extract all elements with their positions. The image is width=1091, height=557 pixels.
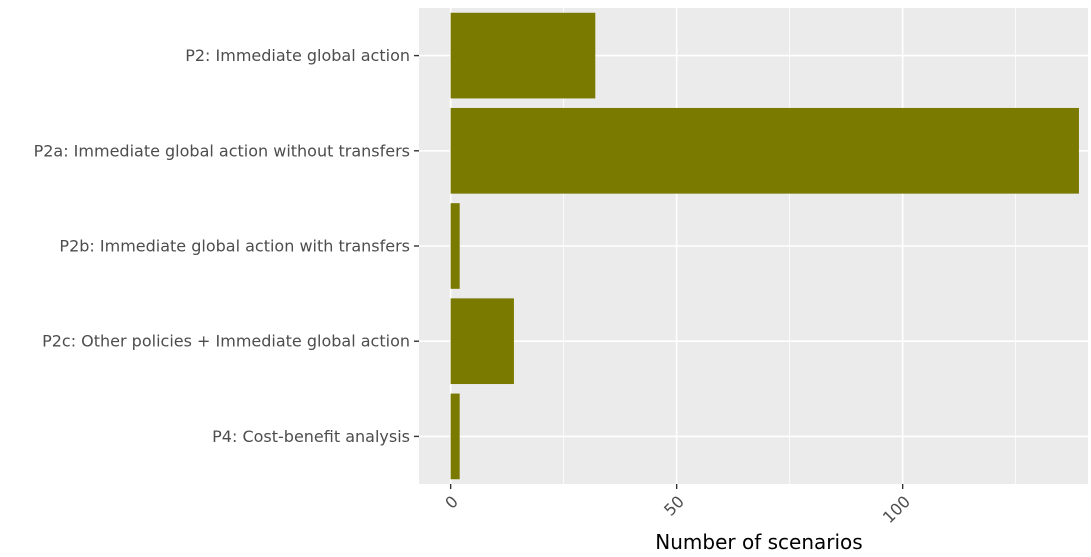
- bar: [450, 203, 460, 289]
- bar: [450, 12, 596, 99]
- bar: [450, 107, 1079, 194]
- y-tick-label: P2: Immediate global action: [185, 46, 410, 65]
- y-tick-label: P2b: Immediate global action with transf…: [59, 237, 410, 256]
- x-tick-label: 0: [441, 492, 462, 513]
- x-axis-title: Number of scenarios: [655, 530, 862, 554]
- x-axis: 0 50 100: [441, 484, 914, 527]
- x-tick-label: 100: [879, 492, 914, 527]
- bars: [450, 12, 1079, 480]
- y-tick-label: P2c: Other policies + Immediate global a…: [42, 332, 410, 351]
- y-tick-label: P4: Cost-benefit analysis: [212, 427, 410, 446]
- x-tick-label: 50: [660, 492, 688, 520]
- y-axis: P2: Immediate global action P2a: Immediat…: [34, 46, 419, 446]
- bar: [450, 298, 514, 385]
- y-tick-label: P2a: Immediate global action without tra…: [34, 141, 410, 160]
- bar: [450, 393, 460, 480]
